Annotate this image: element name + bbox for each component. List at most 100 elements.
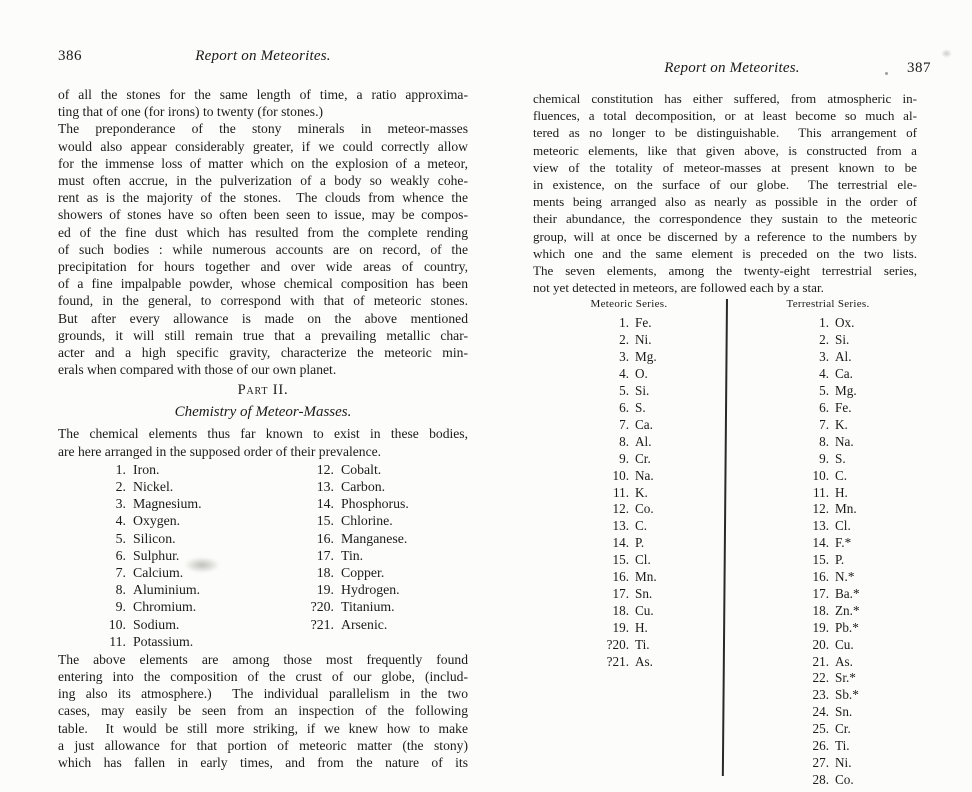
series-number: 21. [812,653,829,669]
series-row: 27. Ni. [773,755,860,772]
text-line: But after every allowance is made on the… [58,310,468,326]
table-divider-rule [721,299,728,777]
text-line: a just allowance for that portion of met… [58,737,468,753]
series-row: 11. K. [573,485,657,502]
meteoric-series-header: Meteoric Series. [590,298,668,311]
series-number: 12. [812,501,829,517]
series-row: 17. Sn. [573,586,657,603]
element-symbol: Cu. [635,602,654,618]
element-symbol: Pb.* [835,619,859,635]
series-comparison-table: Meteoric Series. Terrestrial Series. 1. … [533,298,931,790]
text-line: fluences, a total decomposition, or at l… [533,108,917,124]
element-symbol: Si. [635,383,650,399]
text-line: which has fallen in early times, and fro… [58,755,468,771]
series-number: 1. [619,315,629,331]
series-row: 18. Cu. [573,603,657,620]
element-name: Calcium. [133,565,184,581]
series-row: 4. O. [573,366,657,383]
series-number: 17. [812,585,829,601]
scan-smudge [184,557,220,573]
text-line: grounds, it will still remain true that … [58,327,468,343]
element-number: 15. [316,513,334,529]
element-symbol: Cr. [635,450,651,466]
element-name: Cobalt. [341,461,382,477]
element-symbol: Na. [835,433,854,449]
text-line: chemical constitution has either suffere… [533,91,917,106]
element-symbol: H. [835,484,848,500]
series-row: 6. S. [573,400,657,417]
series-number: 27. [812,755,829,770]
element-number: 17. [316,547,334,563]
series-number: 9. [619,450,629,466]
element-number: 4. [115,513,126,529]
series-row: 26. Ti. [773,738,860,755]
terrestrial-series-header: Terrestrial Series. [786,298,870,311]
element-number: 18. [316,565,334,581]
element-symbol: N.* [835,569,855,585]
element-number: 6. [115,547,126,563]
series-number: 7. [619,416,629,432]
element-symbol: P. [835,552,845,568]
element-symbol: H. [635,619,648,635]
element-list-item: 18. Copper. [288,564,409,581]
series-row: ?20. Ti. [573,637,657,654]
series-row: 8. Na. [773,434,860,451]
element-symbol: C. [635,518,648,534]
series-row: 13. C. [573,518,657,535]
element-symbol: S. [835,450,846,466]
element-symbol: Cl. [835,518,851,534]
element-list-item: 1. Iron. [80,461,202,478]
element-symbol: Mn. [835,501,857,517]
paragraph-above-elements: The above elements are among those most … [58,651,468,771]
text-line: ments being arranged also as nearly as p… [533,194,917,210]
element-name: Sodium. [133,616,180,632]
text-line: showers of stones have so often been see… [58,207,468,223]
series-number: 6. [819,399,829,415]
series-row: 15. Cl. [573,552,657,569]
element-symbol: Cr. [835,721,851,737]
text-line: The seven elements, among the twenty-eig… [533,263,917,279]
series-number: 17. [612,585,629,601]
series-row: 3. Al. [773,349,860,366]
series-row: 1. Ox. [773,315,860,332]
series-row: 10. C. [773,468,860,485]
series-row: 9. Cr. [573,451,657,468]
series-row: 6. Fe. [773,400,860,417]
series-number: 16. [812,569,829,585]
series-row: 16. Mn. [573,569,657,586]
text-line: are here arranged in the supposed order … [58,443,382,459]
text-line: in existence, on the surface of our glob… [533,177,917,193]
series-row: 14. P. [573,535,657,552]
series-number: 2. [619,332,629,348]
text-line: group, will at once be discerned by a re… [533,228,917,244]
text-line: found, in the general, to correspond wit… [58,293,468,309]
series-number: 8. [819,433,829,449]
text-line: their abundance, the correspondence they… [533,211,917,227]
series-number: 1. [819,315,829,331]
series-row: 25. Cr. [773,721,860,738]
text-line: not yet detected in meteors, are followe… [533,280,824,296]
element-name: Manganese. [341,530,408,546]
text-line: meteoric elements, like that given above… [533,142,917,158]
element-symbol: Fe. [635,315,652,331]
series-number: 22. [812,670,829,686]
element-symbol: F.* [835,535,852,551]
element-number: 13. [316,479,334,495]
series-row: 28. Co. [773,772,860,789]
element-symbol: Fe. [835,399,852,415]
element-name: Potassium. [133,633,194,649]
text-line: rent as is the majority of the stones. T… [58,190,468,206]
series-number: 4. [819,366,829,382]
series-row: 2. Si. [773,332,860,349]
element-list-column-1: 1. Iron. 2. Nickel. 3. Magnesium. 4 [80,461,202,650]
series-number: 6. [619,399,629,415]
element-name: Magnesium. [133,496,202,512]
element-list-item: ?20. Titanium. [288,598,409,615]
element-list-item: 10. Sodium. [80,616,202,633]
element-symbol: Ca. [835,366,853,382]
element-number: 1. [115,461,126,477]
series-row: 4. Ca. [773,366,860,383]
element-list-item: 2. Nickel. [80,478,202,495]
meteoric-series-column: 1. Fe. 2. Ni. 3. Mg. 4. [573,315,657,670]
element-name: Carbon. [341,479,386,495]
